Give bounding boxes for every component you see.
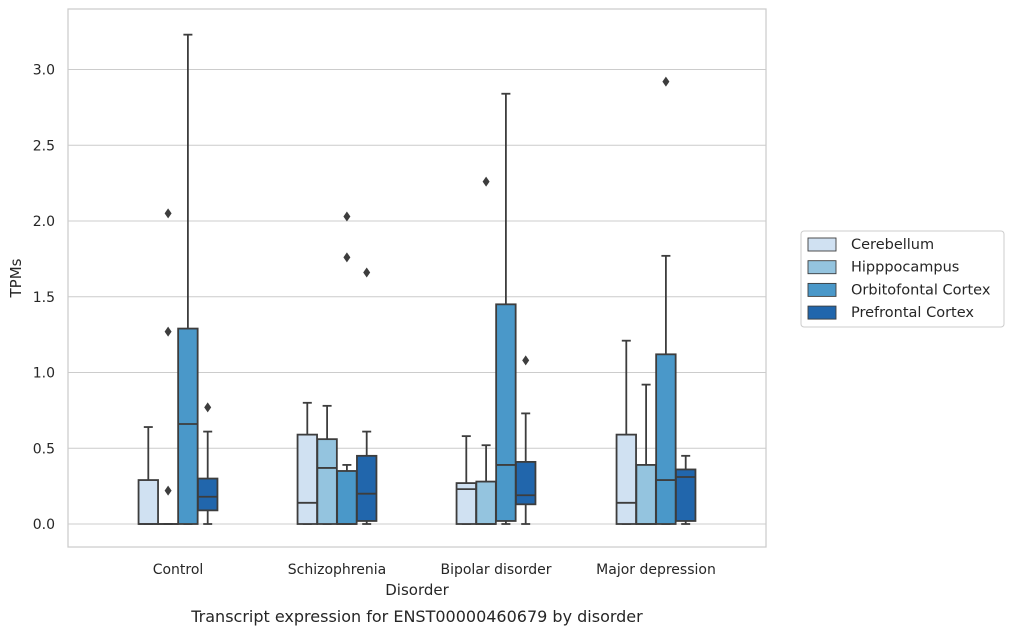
series-orbitofontal-cortex (177, 33, 677, 525)
box-body (197, 477, 219, 512)
box-body (336, 470, 358, 525)
box (177, 33, 199, 525)
outlier-point (343, 211, 351, 222)
legend-label: Prefrontal Cortex (851, 305, 974, 321)
legend-frame (800, 230, 1005, 328)
box (356, 267, 378, 525)
box-groups (137, 33, 697, 525)
x-axis-label: Disorder (385, 581, 449, 599)
y-tick-labels: 0.0 0.5 1.0 1.5 2.0 2.5 3.0 (33, 63, 55, 534)
y-tick-label: 0.5 (33, 441, 55, 457)
legend-swatch (807, 260, 837, 275)
box-body (137, 479, 159, 525)
box-body (655, 353, 677, 525)
box (615, 339, 637, 525)
outlier-point (164, 208, 172, 219)
outlier-point (164, 326, 172, 337)
outlier-point (164, 485, 172, 496)
y-tick-label: 2.0 (33, 214, 55, 230)
y-axis-label: TPMs (7, 258, 25, 298)
box-body (177, 327, 199, 525)
series-hipppocampus (157, 176, 657, 525)
box (137, 426, 159, 525)
legend-label: Hipppocampus (851, 260, 959, 276)
outlier-point (662, 76, 670, 87)
x-tick-label: Bipolar disorder (440, 562, 551, 578)
x-tick-label: Major depression (596, 562, 716, 578)
y-tick-label: 1.0 (33, 366, 55, 382)
box (515, 355, 537, 525)
box-body (635, 464, 657, 525)
box-body (356, 454, 378, 522)
series-prefrontal-cortex (197, 267, 697, 525)
box-body (316, 438, 338, 525)
chart-caption: Transcript expression for ENST0000046067… (190, 607, 643, 626)
box-body (495, 303, 517, 522)
outlier-point (522, 355, 530, 366)
legend-label: Cerebellum (851, 237, 934, 253)
legend: Cerebellum Hipppocampus Orbitofontal Corte… (800, 230, 1005, 328)
x-tick-label: Control (153, 562, 204, 578)
legend-label: Orbitofontal Cortex (851, 282, 991, 298)
box-body (675, 468, 697, 522)
legend-swatch (807, 237, 837, 252)
y-tick-label: 2.5 (33, 138, 55, 154)
box (197, 402, 219, 525)
box-body (296, 433, 318, 525)
box (157, 208, 179, 525)
box-body (615, 433, 637, 525)
series-cerebellum (137, 339, 637, 525)
box (675, 454, 697, 525)
y-tick-label: 3.0 (33, 63, 55, 79)
x-tick-labels: Control Schizophrenia Bipolar disorder Majo… (153, 562, 716, 578)
legend-swatch (807, 282, 837, 297)
y-tick-label: 1.5 (33, 290, 55, 306)
box-body (515, 460, 537, 506)
box (495, 92, 517, 525)
box (655, 76, 677, 525)
legend-swatch (807, 305, 837, 320)
outlier-point (204, 402, 212, 413)
outlier-point (482, 176, 490, 187)
box-body (475, 480, 497, 525)
box (635, 383, 657, 525)
x-tick-label: Schizophrenia (288, 562, 386, 578)
y-tick-label: 0.0 (33, 517, 55, 533)
outlier-point (363, 267, 371, 278)
outlier-point (343, 252, 351, 263)
